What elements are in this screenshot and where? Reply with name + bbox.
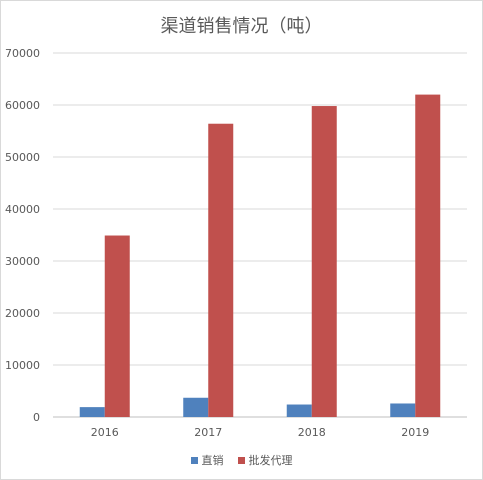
bar-direct-2016[interactable] [79,407,105,417]
bar-wholesale-2017[interactable] [208,123,234,417]
legend-item-direct[interactable]: 直销 [190,452,224,468]
legend-swatch-wholesale [237,456,245,464]
legend-label-direct: 直销 [201,454,224,467]
legend-swatch-direct [190,456,198,464]
x-tick-label: 2016 [91,426,119,439]
x-tick-label: 2019 [401,426,429,439]
x-tick-label: 2018 [298,426,326,439]
y-tick-label: 0 [33,411,40,424]
x-axis-ticks: 2016 2017 2018 2019 [91,426,430,439]
y-axis-ticks: 0 10000 20000 30000 40000 50000 60000 70000 [5,47,40,424]
bars [79,94,441,417]
y-tick-label: 70000 [5,47,40,60]
bar-wholesale-2018[interactable] [311,106,337,417]
y-tick-label: 20000 [5,307,40,320]
y-tick-label: 60000 [5,99,40,112]
bar-direct-2018[interactable] [286,404,312,417]
bar-direct-2019[interactable] [390,403,416,417]
legend-label-wholesale: 批发代理 [248,454,293,467]
bar-wholesale-2016[interactable] [104,235,130,417]
gridlines [53,52,467,418]
x-tick-label: 2017 [194,426,222,439]
y-tick-label: 50000 [5,151,40,164]
legend: 直销 批发代理 [1,452,482,468]
y-tick-label: 10000 [5,359,40,372]
y-tick-label: 40000 [5,203,40,216]
bar-direct-2017[interactable] [183,397,209,417]
bar-wholesale-2019[interactable] [415,94,441,417]
legend-item-wholesale[interactable]: 批发代理 [237,452,293,468]
y-tick-label: 30000 [5,255,40,268]
chart-title: 渠道销售情况（吨） [160,16,323,37]
